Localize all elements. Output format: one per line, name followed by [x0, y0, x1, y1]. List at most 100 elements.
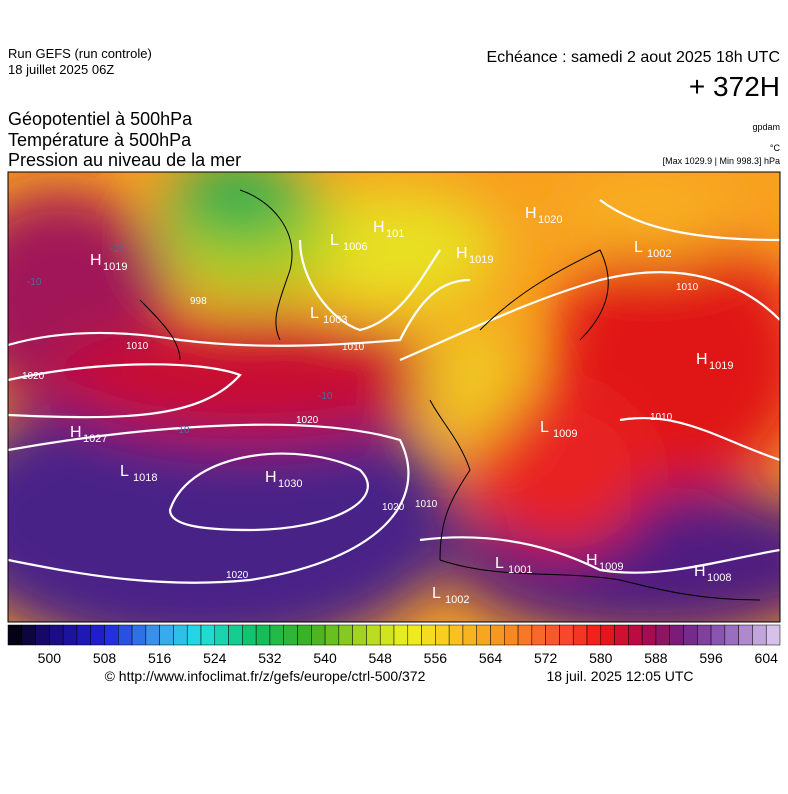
center-kind: L — [310, 305, 319, 322]
coastlines — [139, 189, 761, 601]
colorbar-swatch — [490, 624, 505, 646]
colorbar-swatch — [90, 624, 105, 646]
center-kind: L — [330, 232, 339, 249]
isobar-label: 1020 — [382, 502, 405, 513]
colorbar-label: 588 — [644, 650, 668, 666]
colorbar-swatch — [379, 624, 395, 646]
colorbar-label: 572 — [534, 650, 558, 666]
field — [8, 172, 780, 622]
colorbar-label: 564 — [479, 650, 503, 666]
colorbar-swatch — [242, 624, 257, 646]
colorbar-swatch — [476, 624, 491, 646]
colorbar-swatch — [186, 624, 202, 646]
colorbar-swatch — [131, 624, 147, 646]
center-value: 1019 — [709, 360, 733, 372]
colorbar-swatch — [600, 624, 615, 646]
temperature-label: -10 — [318, 391, 333, 402]
colorbar-label: 516 — [148, 650, 172, 666]
run-name: Run GEFS (run controle) — [8, 46, 152, 61]
colorbar-swatch — [393, 624, 409, 646]
colorbar-swatch — [407, 624, 422, 646]
center-value: 1003 — [323, 314, 347, 326]
center-value: 1002 — [445, 594, 469, 606]
isobar-label: 1010 — [415, 499, 438, 510]
title-pressure: Pression au niveau de la mer — [8, 150, 241, 170]
center-value: 1018 — [133, 472, 157, 484]
colorbar-swatch — [173, 624, 188, 646]
colorbar-swatch — [200, 624, 216, 646]
colorbar-swatch — [435, 624, 450, 646]
isobar-label: 1020 — [226, 570, 249, 581]
colorbar-swatch — [311, 624, 326, 646]
colorbar-swatch — [118, 624, 133, 646]
center-kind: L — [432, 585, 441, 602]
colorbar-swatch — [669, 624, 684, 646]
colorbar-label: 548 — [369, 650, 393, 666]
colorbar-swatch — [324, 624, 340, 646]
colorbar-swatch — [297, 624, 312, 646]
center-kind: H — [525, 205, 537, 222]
center-value: 1009 — [599, 561, 623, 573]
colorbar-swatch — [62, 624, 78, 646]
colorbar-label: 604 — [755, 650, 779, 666]
center-value: 1020 — [538, 214, 562, 226]
colorbar-swatch — [517, 624, 533, 646]
center-kind: L — [540, 419, 549, 436]
colorbar-label: 532 — [258, 650, 282, 666]
colorbar-swatch — [104, 624, 119, 646]
center-kind: H — [373, 219, 385, 236]
colorbar-swatch — [76, 624, 91, 646]
colorbar-swatch — [697, 624, 712, 646]
center-kind: H — [586, 552, 598, 569]
isobars — [8, 199, 780, 584]
center-value: 1009 — [553, 428, 577, 440]
center-kind: L — [634, 239, 643, 256]
title-temperature: Température à 500hPa — [8, 130, 192, 150]
colorbar-swatch — [255, 624, 271, 646]
source-url: © http://www.infoclimat.fr/z/gefs/europe… — [105, 668, 426, 684]
colorbar-swatch — [504, 624, 519, 646]
temperature-label: -10 — [27, 277, 42, 288]
colorbar-swatch — [710, 624, 726, 646]
unit-celsius: °C — [770, 143, 781, 153]
colorbar-swatch — [614, 624, 629, 646]
colorbar-swatch — [572, 624, 588, 646]
colorbar-swatch — [655, 624, 670, 646]
colorbar-swatch — [738, 624, 753, 646]
echeance: Echéance : samedi 2 aout 2025 18h UTC — [486, 49, 780, 66]
colorbar-swatch — [145, 624, 160, 646]
run-date: 18 juillet 2025 06Z — [8, 62, 114, 77]
center-value: 1019 — [103, 261, 127, 273]
colorbar-swatch — [462, 624, 477, 646]
center-value: 1027 — [83, 433, 107, 445]
center-kind: H — [696, 351, 708, 368]
colorbar-swatch — [352, 624, 367, 646]
isobar-label: 1010 — [126, 341, 149, 352]
temperature-label: -10 — [175, 425, 190, 436]
generated-time: 18 juil. 2025 12:05 UTC — [546, 668, 693, 684]
isobar-label: 1010 — [676, 282, 699, 293]
center-value: 101 — [386, 228, 404, 240]
colorbar-swatch — [448, 624, 464, 646]
colorbar-swatch — [269, 624, 284, 646]
colorbar-swatch — [559, 624, 574, 646]
colorbar-label: 540 — [313, 650, 337, 666]
colorbar-label: 596 — [699, 650, 723, 666]
isobar-label: 1010 — [342, 342, 365, 353]
isobar-label: 1020 — [296, 415, 319, 426]
colorbar-swatch — [228, 624, 243, 646]
isobar-label: 998 — [190, 296, 207, 307]
center-kind: H — [694, 563, 706, 580]
center-kind: L — [495, 555, 504, 572]
center-kind: H — [70, 424, 82, 441]
colorbar-swatch — [338, 624, 353, 646]
temperature-label: -20 — [110, 244, 125, 255]
colorbar-swatch — [641, 624, 657, 646]
center-kind: L — [120, 463, 129, 480]
title-geopotential: Géopotentiel à 500hPa — [8, 109, 193, 129]
colorbar-swatch — [366, 624, 381, 646]
center-value: 1019 — [469, 254, 493, 266]
center-value: 1030 — [278, 478, 302, 490]
colorbar-swatch — [586, 624, 602, 646]
